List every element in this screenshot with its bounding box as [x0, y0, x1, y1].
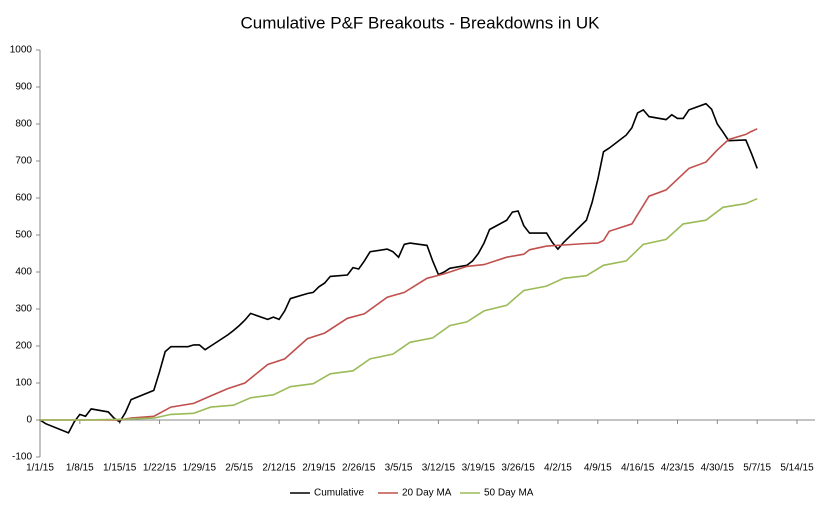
legend-label: Cumulative: [314, 488, 364, 499]
chart-title: Cumulative P&F Breakouts - Breakdowns in…: [240, 13, 600, 32]
y-tick-label: 1000: [10, 45, 33, 56]
y-tick-label: 900: [15, 82, 32, 93]
x-tick-label: 4/2/15: [544, 463, 572, 474]
y-tick-label: 500: [15, 230, 32, 241]
x-tick-label: 1/8/15: [66, 463, 94, 474]
y-tick-label: 400: [15, 267, 32, 278]
x-tick-label: 5/14/15: [780, 463, 814, 474]
y-tick-label: 600: [15, 193, 32, 204]
x-tick-label: 3/5/15: [385, 463, 413, 474]
x-tick-label: 3/12/15: [422, 463, 456, 474]
x-tick-label: 1/15/15: [103, 463, 137, 474]
series-line: [40, 128, 758, 421]
series-line: [39, 102, 758, 434]
legend-label: 20 Day MA: [402, 488, 452, 499]
y-tick-label: 100: [15, 378, 32, 389]
y-tick-label: 0: [26, 415, 32, 426]
series-line: [40, 197, 758, 421]
legend-label: 50 Day MA: [484, 488, 534, 499]
y-tick-label: 300: [15, 304, 32, 315]
y-tick-label: 700: [15, 156, 32, 167]
x-tick-label: 2/26/15: [342, 463, 376, 474]
x-tick-label: 3/19/15: [462, 463, 496, 474]
x-tick-label: 5/7/15: [743, 463, 771, 474]
y-tick-label: 800: [15, 119, 32, 130]
x-tick-label: 1/22/15: [143, 463, 177, 474]
x-tick-label: 4/30/15: [701, 463, 735, 474]
x-tick-label: 2/5/15: [225, 463, 253, 474]
y-tick-label: 200: [15, 341, 32, 352]
y-tick-label: -100: [12, 452, 32, 463]
x-tick-label: 2/12/15: [262, 463, 296, 474]
x-tick-label: 4/23/15: [661, 463, 695, 474]
x-tick-label: 3/26/15: [501, 463, 535, 474]
x-tick-label: 4/16/15: [621, 463, 655, 474]
x-tick-label: 1/29/15: [183, 463, 217, 474]
x-tick-label: 4/9/15: [584, 463, 612, 474]
x-tick-label: 1/1/15: [26, 463, 54, 474]
x-tick-label: 2/19/15: [302, 463, 336, 474]
